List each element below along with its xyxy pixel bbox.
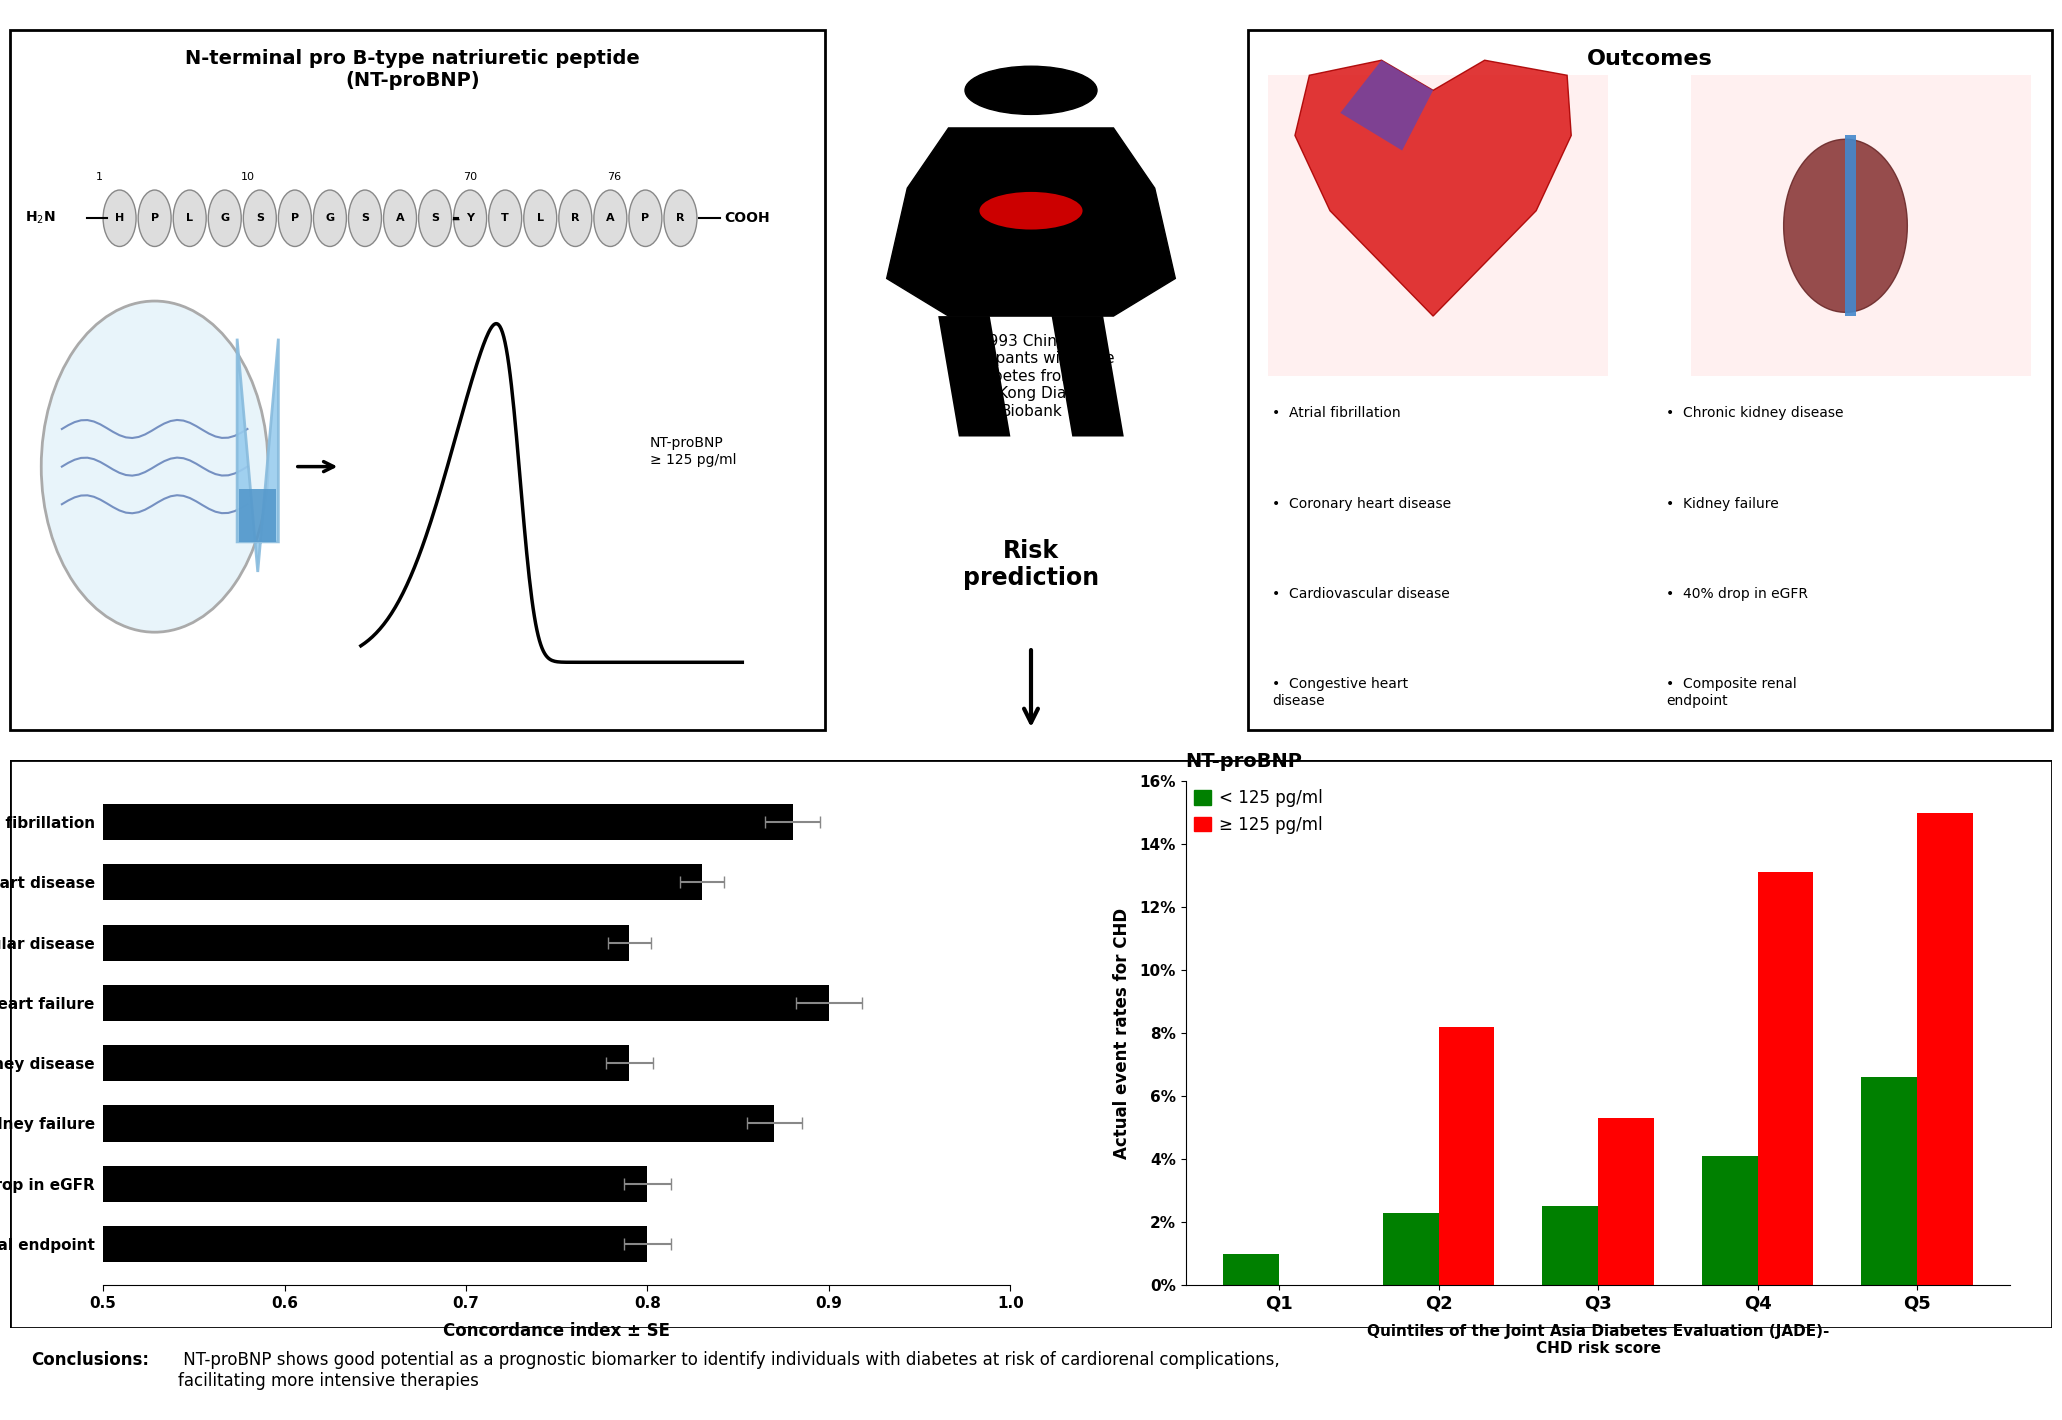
Text: 70: 70 [464,172,476,182]
Ellipse shape [664,190,697,247]
Text: 76: 76 [608,172,621,182]
Bar [0,985,829,1021]
Polygon shape [239,488,276,542]
Bar [1757,872,1812,1285]
Circle shape [979,192,1083,230]
Text: •  Cardiovascular disease: • Cardiovascular disease [1272,586,1450,601]
Text: P: P [291,213,299,223]
Polygon shape [1052,317,1124,436]
Bar [1542,1207,1598,1285]
Bar [0,1045,629,1081]
Text: S: S [256,213,264,223]
Text: A: A [396,213,404,223]
Text: N-terminal pro B-type natriuretic peptide
(NT-proBNP): N-terminal pro B-type natriuretic peptid… [186,48,639,89]
Ellipse shape [594,190,627,247]
Text: •  Kidney failure: • Kidney failure [1666,497,1780,511]
Text: Conclusions:: Conclusions: [31,1352,148,1369]
Text: S: S [431,213,439,223]
Bar [1862,1078,1918,1285]
Text: T: T [501,213,509,223]
Text: P: P [151,213,159,223]
Bar [10,30,825,730]
Text: Y: Y [466,213,474,223]
Ellipse shape [384,190,417,247]
Ellipse shape [278,190,311,247]
Text: G: G [326,213,334,223]
Bar [1439,1027,1495,1285]
Text: H$_2$N: H$_2$N [25,210,56,226]
Ellipse shape [173,190,206,247]
Polygon shape [938,317,1010,436]
Text: COOH: COOH [724,212,769,226]
Text: 1993 Chinese
participants with type
2 diabetes from the
Hong Kong Diabetes
Bioba: 1993 Chinese participants with type 2 di… [946,334,1116,419]
Text: P: P [641,213,650,223]
Ellipse shape [103,190,136,247]
Ellipse shape [559,190,592,247]
Ellipse shape [41,301,268,632]
Y-axis label: Actual event rates for CHD: Actual event rates for CHD [1113,907,1132,1159]
Ellipse shape [138,190,171,247]
Bar [1918,812,1973,1285]
Bar [1691,75,2031,376]
Bar [0,804,792,841]
Ellipse shape [419,190,452,247]
Ellipse shape [489,190,522,247]
Text: Risk
prediction: Risk prediction [963,538,1099,591]
Text: L: L [536,213,544,223]
Bar [1248,30,2052,730]
Bar [1384,1213,1439,1285]
Text: NT-proBNP
≥ 125 pg/ml: NT-proBNP ≥ 125 pg/ml [650,436,736,467]
Text: •  Chronic kidney disease: • Chronic kidney disease [1666,406,1843,420]
Polygon shape [1845,135,1856,317]
Polygon shape [1784,139,1907,312]
Ellipse shape [208,190,241,247]
Bar [0,1225,647,1262]
Bar [0,924,629,961]
Text: Outcomes: Outcomes [1588,48,1711,70]
Bar [1701,1156,1757,1285]
Legend: < 125 pg/ml, ≥ 125 pg/ml: < 125 pg/ml, ≥ 125 pg/ml [1194,790,1322,834]
Ellipse shape [454,190,487,247]
Text: 1: 1 [95,172,103,182]
Text: R: R [676,213,685,223]
Polygon shape [887,128,1175,317]
Text: R: R [571,213,579,223]
Text: NT-proBNP shows good potential as a prognostic biomarker to identify individuals: NT-proBNP shows good potential as a prog… [177,1352,1278,1390]
Text: –: – [452,209,460,227]
Text: •  Coronary heart disease: • Coronary heart disease [1272,497,1452,511]
Bar [1223,1254,1278,1285]
Text: A: A [606,213,614,223]
Bar [1268,75,1608,376]
Text: S: S [361,213,369,223]
Polygon shape [1340,60,1433,151]
Text: •  Congestive heart
disease: • Congestive heart disease [1272,677,1408,707]
Text: G: G [221,213,229,223]
Text: 10: 10 [241,172,254,182]
Text: •  40% drop in eGFR: • 40% drop in eGFR [1666,586,1808,601]
X-axis label: Concordance index ± SE: Concordance index ± SE [443,1322,670,1339]
Text: •  Atrial fibrillation: • Atrial fibrillation [1272,406,1400,420]
Ellipse shape [524,190,557,247]
Ellipse shape [243,190,276,247]
Ellipse shape [629,190,662,247]
Text: L: L [186,213,194,223]
Circle shape [965,67,1097,115]
Text: NT-proBNP: NT-proBNP [1186,753,1303,771]
Bar [0,865,701,900]
Text: •  Composite renal
endpoint: • Composite renal endpoint [1666,677,1796,707]
Bar [0,1105,775,1142]
Polygon shape [1295,60,1571,317]
Ellipse shape [348,190,381,247]
Ellipse shape [313,190,346,247]
Bar [1598,1118,1654,1285]
Polygon shape [237,339,278,572]
X-axis label: Quintiles of the Joint Asia Diabetes Evaluation (JADE)-
CHD risk score: Quintiles of the Joint Asia Diabetes Eva… [1367,1323,1829,1356]
Bar [0,1166,647,1201]
Text: H: H [115,213,124,223]
